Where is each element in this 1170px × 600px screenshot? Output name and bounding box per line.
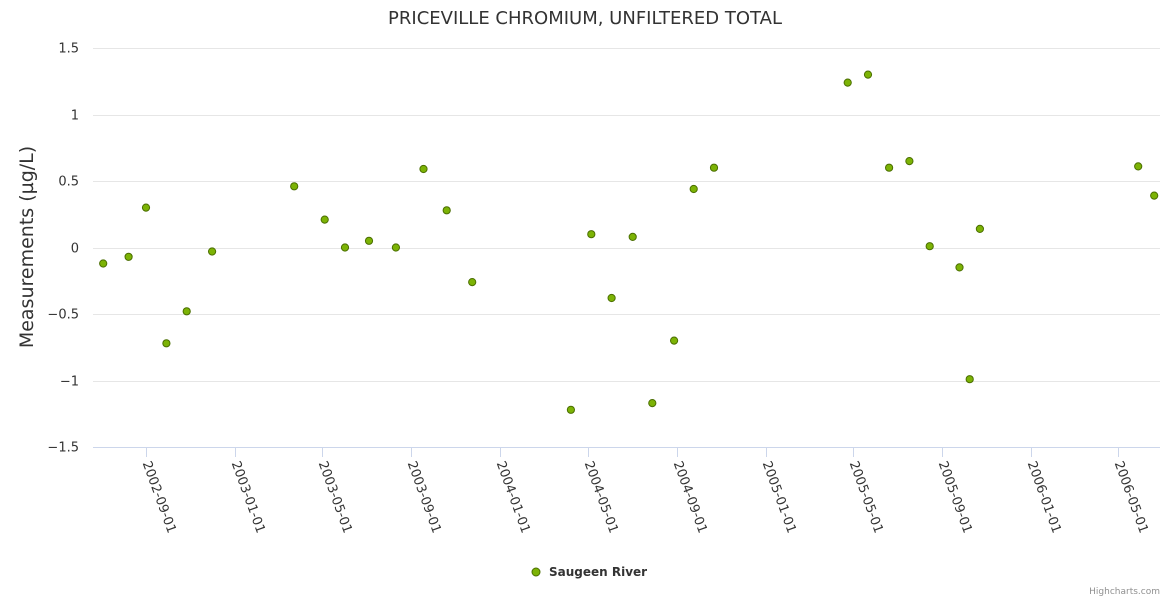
data-point[interactable] [689, 184, 698, 194]
data-point[interactable] [607, 293, 616, 303]
data-point[interactable] [1134, 162, 1143, 171]
data-point[interactable] [182, 307, 191, 316]
y-tick-label: 0 [71, 242, 79, 257]
data-point[interactable] [141, 203, 151, 212]
data-point[interactable] [628, 232, 637, 241]
data-point[interactable] [364, 236, 374, 245]
data-point[interactable] [885, 163, 894, 172]
chart-title: PRICEVILLE CHROMIUM, UNFILTERED TOTAL [388, 8, 782, 29]
legend[interactable]: Saugeen River [531, 565, 647, 579]
data-point[interactable] [566, 405, 576, 414]
data-point[interactable] [670, 336, 679, 345]
data-point[interactable] [975, 224, 985, 233]
x-tick-label: 2004-01-01 [493, 459, 533, 535]
x-tick-label: 2005-01-01 [759, 459, 799, 535]
gridlines [93, 48, 1160, 382]
data-point[interactable] [468, 278, 477, 287]
x-tick-label: 2002-09-01 [139, 459, 179, 535]
x-tick-label: 2003-09-01 [404, 459, 444, 535]
x-tick-label: 2003-05-01 [315, 459, 355, 535]
legend-label[interactable]: Saugeen River [549, 565, 647, 579]
data-point[interactable] [1150, 191, 1159, 200]
series-saugeen-river [99, 70, 1159, 414]
data-point[interactable] [587, 230, 596, 239]
y-axis-ticks: 1.5 1 0.5 0 −0.5 −1 −1.5 [47, 42, 79, 456]
x-axis-ticks: 2002-09-01 2003-01-01 2003-05-01 2003-09-01… [139, 447, 1151, 535]
legend-marker[interactable] [531, 567, 541, 577]
x-tick-label: 2004-05-01 [581, 459, 621, 535]
data-point[interactable] [124, 252, 133, 261]
x-tick-label: 2005-09-01 [935, 459, 975, 535]
x-tick-label: 2006-01-01 [1024, 459, 1064, 535]
data-point[interactable] [99, 259, 108, 268]
y-tick-label: 1.5 [58, 42, 79, 57]
data-point[interactable] [442, 206, 451, 215]
y-axis-label: Measurements (µg/L) [16, 146, 38, 348]
data-point[interactable] [863, 70, 873, 79]
data-point[interactable] [925, 242, 934, 251]
y-tick-label: −1.5 [47, 441, 79, 456]
y-tick-label: −1 [60, 375, 79, 390]
x-tick-label: 2003-01-01 [228, 459, 268, 535]
data-point[interactable] [391, 243, 400, 252]
data-point[interactable] [648, 399, 657, 408]
x-tick-label: 2005-05-01 [846, 459, 886, 535]
y-tick-label: −0.5 [47, 308, 79, 323]
data-point[interactable] [905, 157, 914, 166]
y-tick-label: 0.5 [58, 175, 79, 190]
x-tick-label: 2004-09-01 [670, 459, 710, 535]
data-point[interactable] [965, 375, 974, 384]
data-point[interactable] [340, 243, 350, 252]
y-tick-label: 1 [71, 109, 79, 124]
data-point[interactable] [290, 182, 299, 191]
data-point[interactable] [208, 247, 217, 256]
x-tick-label: 2006-05-01 [1111, 459, 1151, 535]
data-point[interactable] [709, 163, 719, 172]
data-point[interactable] [955, 263, 964, 272]
data-point[interactable] [162, 339, 171, 348]
data-point[interactable] [843, 78, 852, 87]
data-point[interactable] [419, 164, 428, 174]
credits-link[interactable]: Highcharts.com [1089, 587, 1160, 597]
data-point[interactable] [320, 215, 329, 224]
